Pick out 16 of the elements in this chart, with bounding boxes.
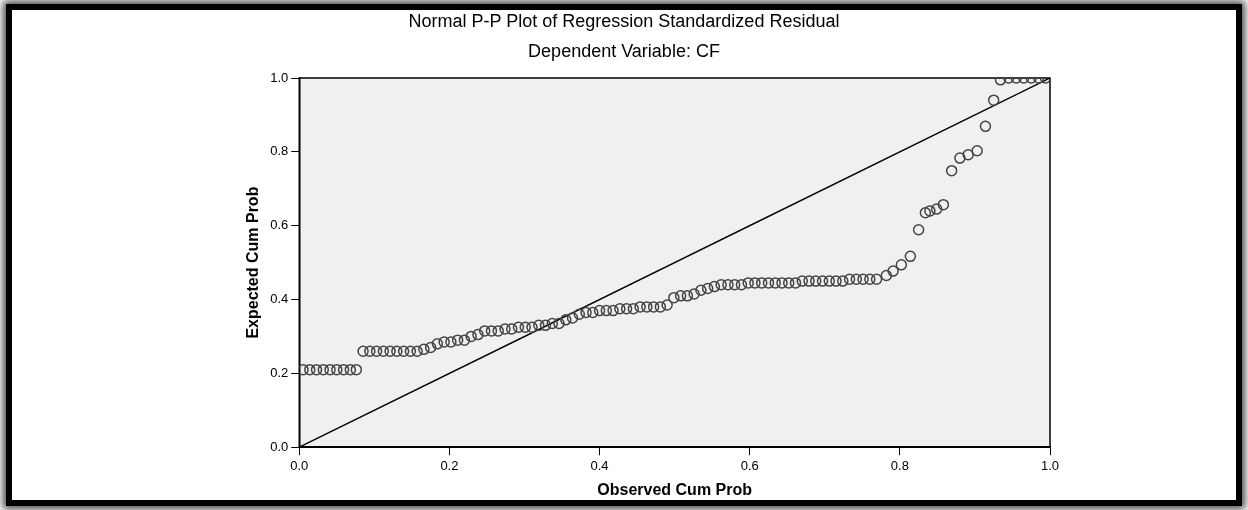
y-tick-label: 0.8 bbox=[270, 143, 289, 159]
y-tick-label: 0.4 bbox=[270, 291, 289, 307]
x-tick-label: 0.4 bbox=[590, 457, 609, 473]
y-tick-label: 1.0 bbox=[270, 69, 289, 85]
x-tick-label: 0.6 bbox=[740, 457, 759, 473]
x-axis-title: Observed Cum Prob bbox=[597, 480, 753, 498]
y-tick-label: 0.0 bbox=[270, 438, 289, 454]
x-tick-label: 0.8 bbox=[890, 457, 909, 473]
x-tick-label: 1.0 bbox=[1040, 457, 1060, 473]
y-tick-label: 0.6 bbox=[270, 217, 289, 233]
chart-subtitle: Dependent Variable: CF bbox=[527, 40, 721, 63]
y-tick-label: 0.2 bbox=[270, 364, 289, 380]
x-tick-label: 0.2 bbox=[440, 457, 459, 473]
x-tick-label: 0.0 bbox=[290, 457, 309, 473]
chart-title: Normal P-P Plot of Regression Standardized Residual bbox=[407, 10, 841, 33]
y-axis-title: Expected Cum Prob bbox=[244, 186, 262, 339]
